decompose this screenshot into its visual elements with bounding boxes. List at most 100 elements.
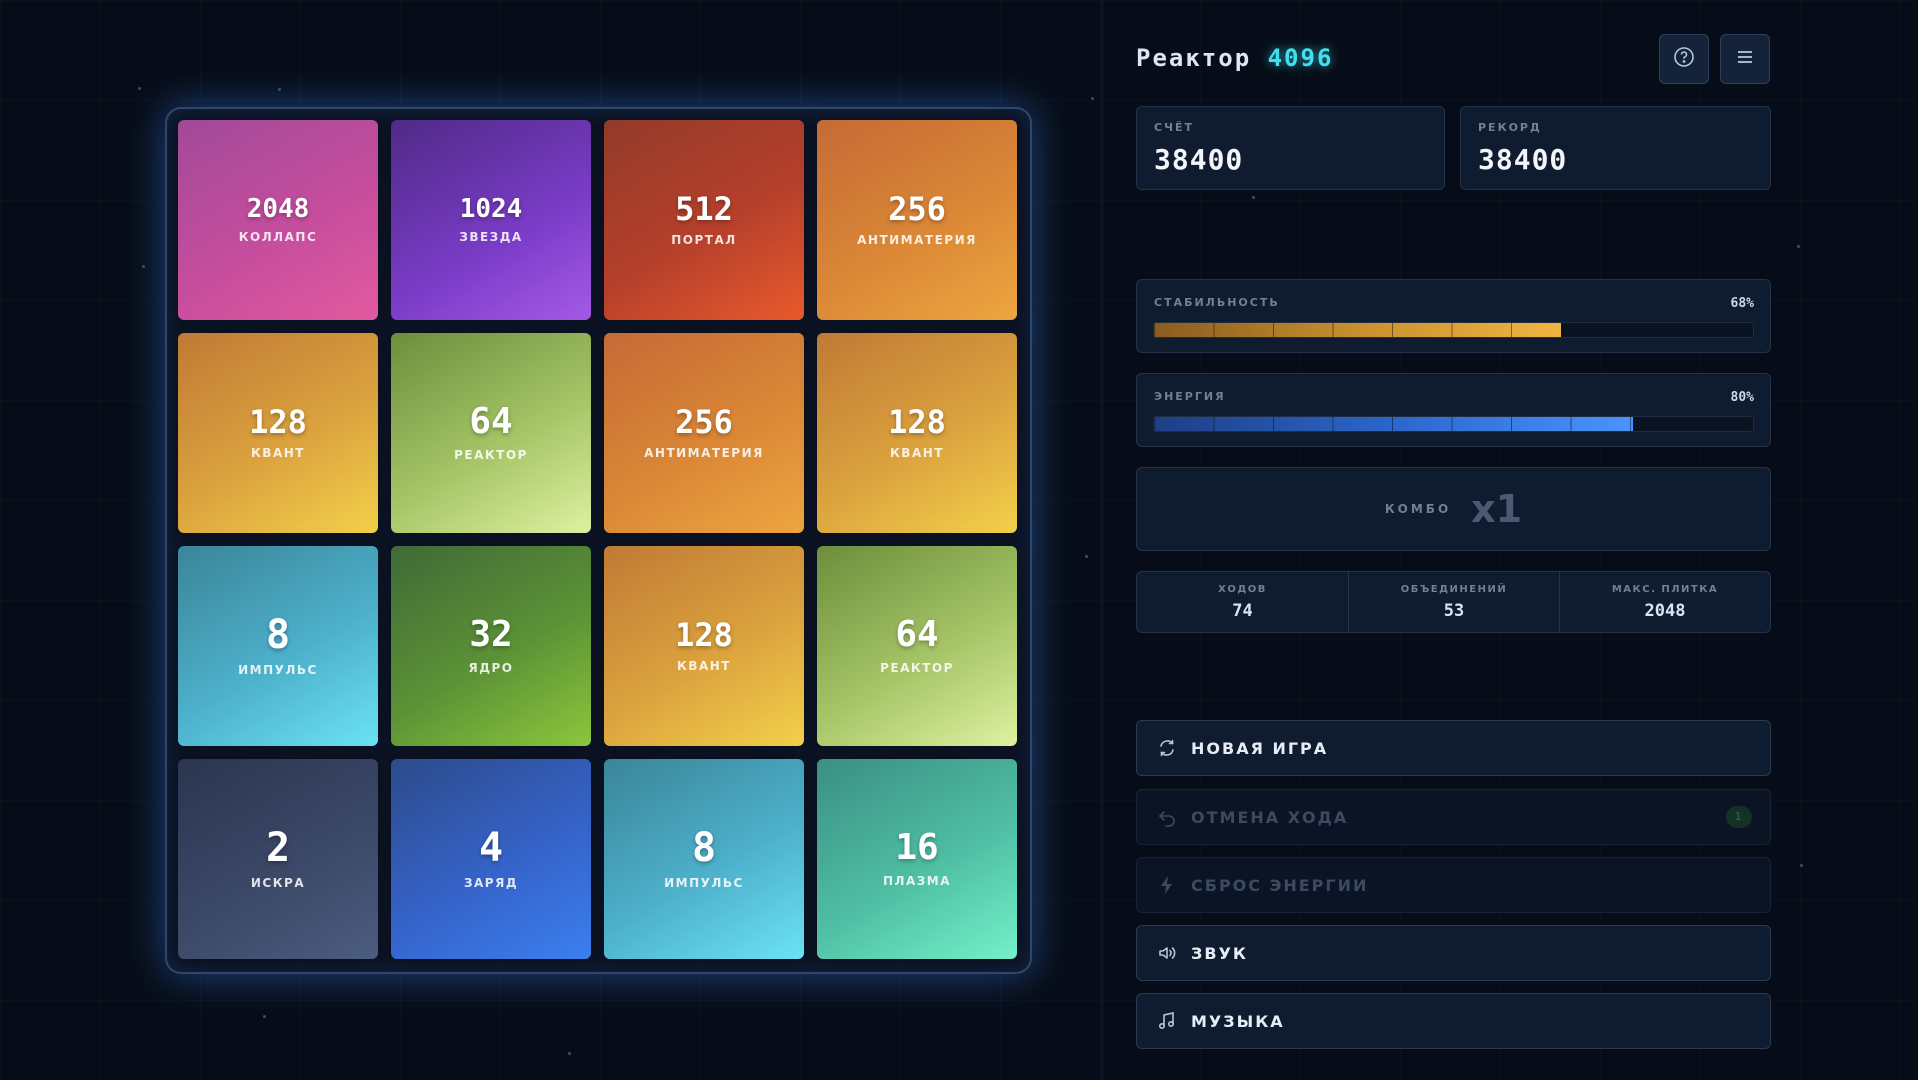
tile-value: 16 <box>895 827 939 868</box>
star-decoration <box>1797 245 1800 248</box>
tile-label: ИСКРА <box>250 876 306 890</box>
tile-label: ИМПУЛЬС <box>664 876 744 890</box>
star-decoration <box>1252 196 1255 199</box>
lightning-icon <box>1157 875 1177 895</box>
tile-label: ЯДРО <box>468 661 514 675</box>
tile-value: 32 <box>469 614 513 655</box>
help-circle-icon <box>1673 46 1695 72</box>
undo-icon <box>1157 807 1177 827</box>
tile: 128 КВАНТ <box>817 333 1017 533</box>
tile-value: 128 <box>675 616 733 654</box>
tile-label: ПОРТАЛ <box>671 233 737 247</box>
title-text: Реактор <box>1136 44 1252 72</box>
tile-label: ЗВЕЗДА <box>459 230 523 244</box>
tile-value: 512 <box>675 190 733 228</box>
tile-value: 1024 <box>459 194 523 224</box>
tile-value: 128 <box>888 403 946 441</box>
tile-label: АНТИМАТЕРИЯ <box>857 233 977 247</box>
combo-label: КОМБО <box>1384 502 1452 516</box>
tile: 8 ИМПУЛЬС <box>178 546 378 746</box>
tile-label: КВАНТ <box>251 446 305 460</box>
score-card: СЧЁТ 38400 <box>1136 106 1445 190</box>
stability-label: СТАБИЛЬНОСТЬ <box>1154 296 1280 309</box>
tile-label: РЕАКТОР <box>880 661 954 675</box>
tile: 1024 ЗВЕЗДА <box>391 120 591 320</box>
record-value: 38400 <box>1478 143 1568 176</box>
tile: 8 ИМПУЛЬС <box>604 759 804 959</box>
speaker-icon <box>1157 943 1177 963</box>
stat-moves-label: ХОДОВ <box>1218 584 1267 595</box>
tile: 512 ПОРТАЛ <box>604 120 804 320</box>
title-accent: 4096 <box>1267 44 1334 72</box>
undo-button[interactable]: ОТМЕНА ХОДА 1 <box>1136 789 1771 845</box>
tile-label: КВАНТ <box>677 659 731 673</box>
tile: 2 ИСКРА <box>178 759 378 959</box>
music-label: МУЗЫКА <box>1191 1011 1285 1031</box>
tile: 16 ПЛАЗМА <box>817 759 1017 959</box>
reset-energy-button[interactable]: СБРОС ЭНЕРГИИ <box>1136 857 1771 913</box>
tile: 128 КВАНТ <box>178 333 378 533</box>
menu-icon <box>1735 47 1755 71</box>
tile-label: ИМПУЛЬС <box>238 663 318 677</box>
star-decoration <box>568 1052 571 1055</box>
tile-value: 256 <box>888 190 946 228</box>
energy-percent: 80% <box>1730 390 1754 405</box>
record-card: РЕКОРД 38400 <box>1460 106 1771 190</box>
tile-label: РЕАКТОР <box>454 448 528 462</box>
game-board[interactable]: 2048 КОЛЛАПС 1024 ЗВЕЗДА 512 ПОРТАЛ 256 АНТИ… <box>165 107 1032 974</box>
stability-bar-fill <box>1154 323 1562 337</box>
tile: 64 РЕАКТОР <box>391 333 591 533</box>
combo-value: x1 <box>1471 487 1523 531</box>
tile-value: 2048 <box>246 194 310 224</box>
undo-label: ОТМЕНА ХОДА <box>1191 807 1349 827</box>
star-decoration <box>138 87 141 90</box>
tile-value: 8 <box>691 825 717 871</box>
tile-value: 64 <box>469 401 513 442</box>
tile-value: 128 <box>249 403 307 441</box>
energy-label: ЭНЕРГИЯ <box>1154 390 1226 403</box>
star-decoration <box>142 265 145 268</box>
help-button[interactable] <box>1659 34 1709 84</box>
stat-merges-value: 53 <box>1443 601 1465 621</box>
music-note-icon <box>1157 1011 1177 1031</box>
tile-grid: 2048 КОЛЛАПС 1024 ЗВЕЗДА 512 ПОРТАЛ 256 АНТИ… <box>178 120 1017 959</box>
energy-meter: ЭНЕРГИЯ 80% <box>1136 373 1771 447</box>
stat-moves: ХОДОВ 74 <box>1137 572 1348 632</box>
stat-max-tile: МАКС. ПЛИТКА 2048 <box>1559 572 1770 632</box>
game-title: Реактор 4096 <box>1136 44 1333 72</box>
tile-value: 256 <box>675 403 733 441</box>
stat-moves-value: 74 <box>1232 601 1253 621</box>
music-button[interactable]: МУЗЫКА <box>1136 993 1771 1049</box>
stability-bar-track <box>1153 322 1754 338</box>
tile-label: ЗАРЯД <box>463 876 519 890</box>
tile-label: КОЛЛАПС <box>238 230 318 244</box>
menu-button[interactable] <box>1720 34 1770 84</box>
record-label: РЕКОРД <box>1478 121 1542 134</box>
tile-label: ПЛАЗМА <box>882 874 952 888</box>
score-label: СЧЁТ <box>1154 121 1194 134</box>
stability-percent: 68% <box>1730 296 1754 311</box>
new-game-label: НОВАЯ ИГРА <box>1191 738 1329 758</box>
sound-button[interactable]: ЗВУК <box>1136 925 1771 981</box>
undo-count-badge: 1 <box>1726 806 1752 828</box>
panel-divider <box>1102 0 1103 1080</box>
tile-label: АНТИМАТЕРИЯ <box>644 446 764 460</box>
star-decoration <box>278 88 281 91</box>
stat-max-tile-value: 2048 <box>1644 601 1686 621</box>
star-decoration <box>263 1015 266 1018</box>
refresh-icon <box>1157 738 1177 758</box>
stat-max-tile-label: МАКС. ПЛИТКА <box>1611 584 1719 595</box>
stats-panel: ХОДОВ 74 ОБЪЕДИНЕНИЙ 53 МАКС. ПЛИТКА 204… <box>1136 571 1771 633</box>
score-value: 38400 <box>1154 143 1244 176</box>
tile: 256 АНТИМАТЕРИЯ <box>817 120 1017 320</box>
tile-value: 4 <box>478 825 504 871</box>
tile: 64 РЕАКТОР <box>817 546 1017 746</box>
tile: 128 КВАНТ <box>604 546 804 746</box>
energy-bar-track <box>1153 416 1754 432</box>
tile-label: КВАНТ <box>890 446 944 460</box>
tile-value: 2 <box>265 825 291 871</box>
star-decoration <box>1800 864 1803 867</box>
new-game-button[interactable]: НОВАЯ ИГРА <box>1136 720 1771 776</box>
tile-value: 64 <box>895 614 939 655</box>
combo-panel: КОМБО x1 <box>1136 467 1771 551</box>
